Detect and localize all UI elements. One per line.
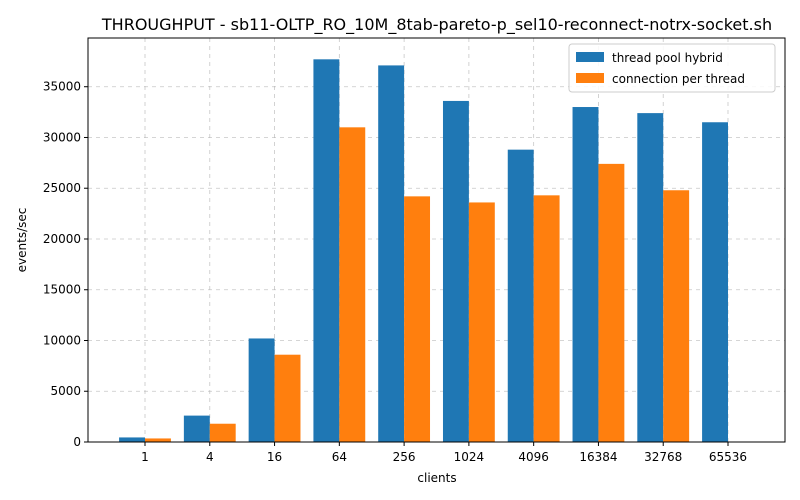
x-ticks: 1 4 16 64 256 1024 4096 16384 32768 65536 — [141, 442, 747, 464]
bar-connection-per-thread-16 — [274, 354, 301, 442]
bar-thread-pool-hybrid-32768 — [637, 113, 664, 443]
bar-thread-pool-hybrid-65536 — [702, 122, 728, 443]
x-tick-label: 16 — [267, 450, 282, 464]
bar-thread-pool-hybrid-4 — [183, 415, 210, 442]
bar-connection-per-thread-64 — [339, 127, 366, 442]
y-tick-label: 30000 — [43, 130, 81, 144]
x-tick-label: 4 — [206, 450, 214, 464]
bar-thread-pool-hybrid-16 — [248, 338, 275, 442]
plot-frame — [87, 37, 786, 443]
legend-label: connection per thread — [612, 72, 745, 86]
bar-thread-pool-hybrid-16384 — [572, 107, 599, 443]
y-tick-label: 35000 — [43, 80, 81, 94]
x-tick-label: 256 — [393, 450, 416, 464]
y-tick-label: 10000 — [43, 333, 81, 347]
bar-thread-pool-hybrid-1024 — [442, 100, 469, 443]
y-tick-label: 20000 — [43, 232, 81, 246]
bar-connection-per-thread-1 — [145, 438, 171, 442]
bar-thread-pool-hybrid-256 — [378, 65, 405, 442]
y-tick-label: 0 — [73, 435, 81, 449]
chart-title: THROUGHPUT - sb11-OLTP_RO_10M_8tab-paret… — [101, 15, 772, 35]
y-tick-label: 15000 — [43, 283, 81, 297]
bar-thread-pool-hybrid-64 — [313, 59, 340, 442]
bar-connection-per-thread-4 — [209, 423, 236, 442]
legend: thread pool hybrid connection per thread — [568, 43, 776, 93]
x-tick-label: 16384 — [579, 450, 617, 464]
bars-layer — [119, 59, 728, 443]
x-tick-label: 1 — [141, 450, 149, 464]
y-ticks: 0 5000 10000 15000 20000 25000 30000 35000 — [43, 80, 88, 449]
x-tick-label: 4096 — [518, 450, 549, 464]
y-tick-label: 25000 — [43, 181, 81, 195]
legend-label: thread pool hybrid — [612, 51, 723, 65]
bar-connection-per-thread-16384 — [598, 163, 625, 442]
x-tick-label: 65536 — [709, 450, 747, 464]
bar-connection-per-thread-32768 — [663, 190, 690, 442]
bar-thread-pool-hybrid-1 — [119, 437, 146, 442]
bar-connection-per-thread-4096 — [533, 195, 560, 442]
legend-box — [568, 43, 776, 93]
x-tick-label: 32768 — [644, 450, 682, 464]
x-axis-label: clients — [417, 471, 456, 485]
x-tick-label: 64 — [332, 450, 347, 464]
bar-connection-per-thread-256 — [404, 196, 431, 442]
legend-swatch — [576, 52, 604, 62]
y-axis-label: events/sec — [15, 208, 29, 273]
bar-thread-pool-hybrid-4096 — [507, 149, 534, 442]
legend-swatch — [576, 73, 604, 83]
y-tick-label: 5000 — [50, 384, 81, 398]
x-tick-label: 1024 — [454, 450, 485, 464]
bar-connection-per-thread-1024 — [468, 202, 495, 442]
